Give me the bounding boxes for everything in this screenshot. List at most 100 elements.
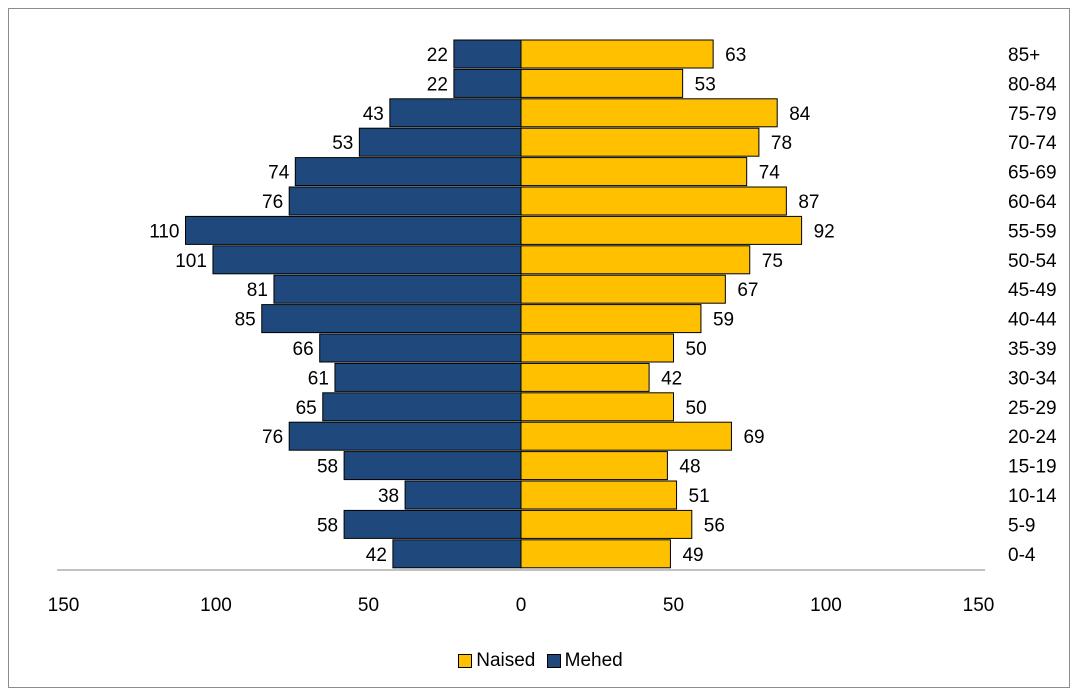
data-label-mehed: 76 <box>262 192 283 213</box>
bar-mehed <box>288 186 522 216</box>
category-label: 75-79 <box>1008 104 1057 125</box>
bar-naised <box>520 451 668 481</box>
category-label: 25-29 <box>1008 398 1057 419</box>
x-tick-label: 50 <box>663 595 684 616</box>
bar-naised <box>520 274 726 304</box>
data-label-naised: 84 <box>789 104 811 125</box>
category-label: 30-34 <box>1008 368 1057 389</box>
data-label-mehed: 58 <box>317 515 338 536</box>
bar-mehed <box>319 333 522 363</box>
data-label-mehed: 85 <box>235 310 256 331</box>
data-label-naised: 50 <box>686 398 707 419</box>
category-label: 20-24 <box>1008 427 1057 448</box>
legend-label-naised: Naised <box>476 650 536 671</box>
data-label-naised: 48 <box>679 457 700 478</box>
legend-label-mehed: Mehed <box>564 650 623 671</box>
legend-swatch-mehed <box>546 654 561 668</box>
data-label-mehed: 42 <box>366 545 387 566</box>
category-label: 45-49 <box>1008 280 1057 301</box>
bar-naised <box>520 362 650 392</box>
data-label-mehed: 110 <box>149 221 179 242</box>
category-label: 40-44 <box>1008 310 1057 331</box>
category-label: 85+ <box>1008 45 1040 66</box>
bar-mehed <box>343 509 522 539</box>
data-label-mehed: 66 <box>293 339 314 360</box>
bar-mehed <box>334 362 522 392</box>
bar-naised <box>520 157 748 187</box>
bar-naised <box>520 127 760 157</box>
data-label-naised: 87 <box>798 192 819 213</box>
bar-mehed <box>453 39 522 69</box>
bar-naised <box>520 539 671 569</box>
data-label-mehed: 76 <box>262 427 283 448</box>
bar-mehed <box>294 157 522 187</box>
legend-swatch-naised <box>458 654 473 668</box>
bar-naised <box>520 186 787 216</box>
data-label-mehed: 58 <box>317 457 338 478</box>
bar-naised <box>520 421 732 451</box>
bar-naised <box>520 509 693 539</box>
category-label: 15-19 <box>1008 457 1057 478</box>
data-label-naised: 78 <box>771 133 792 154</box>
data-label-naised: 75 <box>762 251 783 272</box>
x-tick-label: 150 <box>963 595 995 616</box>
category-label: 60-64 <box>1008 192 1057 213</box>
data-label-mehed: 65 <box>296 398 317 419</box>
x-tick-label: 100 <box>200 595 232 616</box>
bar-mehed <box>288 421 522 451</box>
x-tick-label: 100 <box>810 595 842 616</box>
data-label-naised: 49 <box>682 545 703 566</box>
data-label-naised: 42 <box>661 368 682 389</box>
category-label: 65-69 <box>1008 163 1057 184</box>
bar-mehed <box>185 215 522 245</box>
bar-naised <box>520 39 714 69</box>
data-label-naised: 59 <box>713 310 734 331</box>
data-label-naised: 53 <box>695 74 716 95</box>
chart-legend: Naised Mehed <box>0 650 1081 674</box>
bar-naised <box>520 392 674 422</box>
bar-mehed <box>389 98 522 128</box>
bar-naised <box>520 333 674 363</box>
bar-naised <box>520 98 778 128</box>
data-label-mehed: 22 <box>427 45 448 66</box>
bar-naised <box>520 215 803 245</box>
data-label-mehed: 43 <box>363 104 384 125</box>
category-label: 50-54 <box>1008 251 1057 272</box>
bar-mehed <box>343 451 522 481</box>
category-label: 55-59 <box>1008 221 1057 242</box>
data-label-naised: 92 <box>814 221 835 242</box>
data-label-naised: 67 <box>737 280 758 301</box>
data-label-naised: 63 <box>725 45 746 66</box>
data-label-mehed: 101 <box>175 251 207 272</box>
category-label: 10-14 <box>1008 486 1057 507</box>
x-tick-label: 150 <box>48 595 80 616</box>
category-label: 70-74 <box>1008 133 1057 154</box>
bar-mehed <box>392 539 522 569</box>
bar-mehed <box>358 127 522 157</box>
data-label-naised: 69 <box>743 427 764 448</box>
x-tick-label: 50 <box>358 595 379 616</box>
category-label: 80-84 <box>1008 74 1057 95</box>
bar-naised <box>520 245 751 275</box>
bar-naised <box>520 304 702 334</box>
x-tick-label: 0 <box>516 595 527 616</box>
category-label: 5-9 <box>1008 515 1035 536</box>
bar-naised <box>520 480 678 510</box>
data-label-mehed: 53 <box>332 133 353 154</box>
data-label-mehed: 22 <box>427 74 448 95</box>
bar-mehed <box>404 480 522 510</box>
bar-mehed <box>261 304 522 334</box>
data-label-naised: 50 <box>686 339 707 360</box>
bar-naised <box>520 68 684 98</box>
data-label-mehed: 38 <box>378 486 399 507</box>
data-label-naised: 74 <box>759 163 781 184</box>
category-label: 0-4 <box>1008 545 1036 566</box>
data-label-naised: 51 <box>689 486 710 507</box>
category-label: 35-39 <box>1008 339 1057 360</box>
legend-item-mehed: Mehed <box>546 650 623 672</box>
data-label-naised: 56 <box>704 515 725 536</box>
data-label-mehed: 61 <box>308 368 329 389</box>
bar-mehed <box>453 68 522 98</box>
bar-mehed <box>273 274 522 304</box>
